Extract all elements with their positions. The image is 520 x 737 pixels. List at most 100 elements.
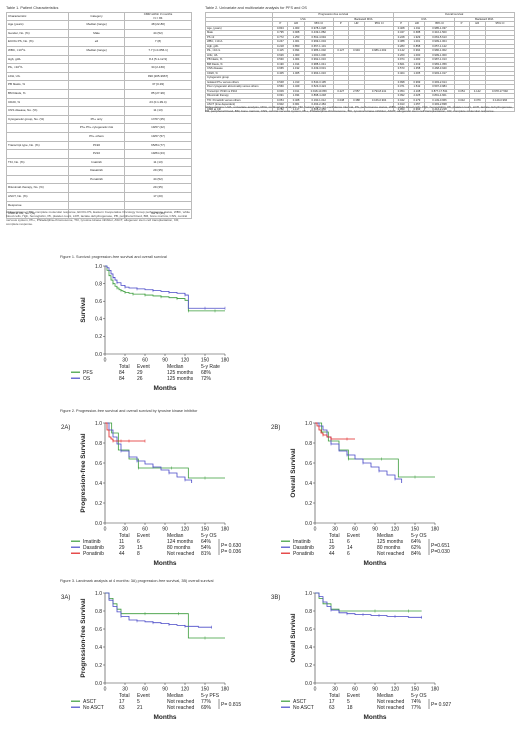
table1-row: TKI, No. (%) Imatinib 11 (13): [6, 157, 192, 168]
km-table-header: Total: [329, 693, 340, 699]
table1-cell: [68, 183, 125, 194]
km-table-cell: 17: [329, 699, 335, 705]
km-table-cell: 84: [119, 376, 125, 382]
table1-row: CNS disease, No. (%) 11 (13): [6, 106, 192, 116]
km-table-cell: 6: [347, 551, 350, 557]
series-line-ponatinib: [105, 422, 145, 442]
y-tick-label: 0.0: [305, 521, 312, 527]
km-table-cell: 11: [329, 539, 334, 545]
km-table-header: Event: [347, 693, 360, 699]
table1-cell: Ph+ others: [68, 131, 125, 142]
table2-cell: 1.117: [287, 106, 305, 112]
table1-cell: TKI, No. (%): [6, 157, 69, 168]
table1-cell: Hgb, g/dL: [6, 54, 69, 65]
y-tick-label: 0.2: [95, 501, 102, 507]
series-line-no-asct: [105, 592, 212, 628]
km-table-cell: 84%: [411, 551, 422, 557]
km-table-cell: Dasatinib: [293, 545, 314, 551]
table1-row: Hgb, g/dL 8.4 [5.1-12.9]: [6, 54, 192, 65]
x-tick-label: 30: [332, 687, 338, 693]
table1-header-line: N = 84: [153, 15, 163, 20]
x-tick-label: 60: [142, 687, 148, 693]
km-table-cell: 81%: [201, 551, 212, 557]
y-tick-label: 0.2: [305, 663, 312, 669]
table1-caption: Table 1. Patient Characteristics: [6, 6, 59, 10]
km-table-cell: 69%: [201, 705, 212, 711]
y-axis-label: Overall Survival: [290, 613, 297, 662]
km-table-header: Event: [137, 693, 150, 699]
y-tick-label: 0.8: [95, 441, 102, 447]
km-table-header: Median: [377, 693, 394, 699]
x-axis-label: Months: [363, 714, 386, 721]
y-tick-label: 0.6: [305, 627, 312, 633]
km-table-cell: 68%: [201, 370, 212, 376]
km-table-cell: 44: [119, 551, 125, 557]
y-tick-label: 1.0: [95, 591, 102, 597]
km-table-header: Total: [119, 533, 130, 539]
table1-header-line: CMR within 3 months: [143, 12, 173, 16]
series-line-asct: [105, 592, 225, 639]
table1-cell: BM blasts, %: [6, 88, 69, 99]
x-tick-label: 120: [391, 687, 400, 693]
table1-cell: 11 (13): [124, 157, 192, 168]
y-tick-label: 0.2: [305, 501, 312, 507]
p-value: P= 0.927: [431, 702, 451, 708]
table1-row: PlL, ×10⁹/L 34 [2-166]: [6, 63, 192, 73]
x-tick-label: 30: [122, 358, 128, 364]
p-value: P= 0.815: [221, 702, 241, 708]
km-table-cell: 44: [329, 551, 335, 557]
table1-row: Cytogenetic group, No. (%) Ph+ only 17/67 …: [6, 114, 192, 125]
x-tick-label: 30: [122, 687, 128, 693]
table2-row: Isolated Ph+ versus others 0.548 1.313 0.54…: [204, 79, 516, 85]
km-chart-3b: 3B) 0.0 0.2 0.4 0.6 0.8 1.0 0 30 60 90 120 150 180 Ove…: [271, 591, 451, 721]
km-table-cell: Ponatinib: [293, 551, 314, 557]
table1-cell: Dasatinib: [68, 166, 125, 176]
km-table-cell: Not reached: [167, 551, 194, 557]
table1-cell: 29 (35): [124, 166, 192, 176]
km-table-cell: 26: [137, 376, 143, 382]
table1-row: Ponatinib 44 (52): [6, 174, 192, 185]
x-tick-label: 180: [431, 527, 440, 533]
y-tick-label: 0.6: [95, 627, 102, 633]
km-table-header: 5-y PFS: [201, 693, 220, 699]
km-table-header: 5-y Rate: [201, 364, 220, 370]
y-tick-label: 0.8: [95, 281, 102, 287]
y-tick-label: 0.6: [95, 461, 102, 467]
series-line-imatinib: [105, 422, 225, 479]
panel-label: 3A): [61, 595, 70, 601]
table1-row: WBC, ×10⁹/L Median [range] 7.7 [1.0-656.1]: [6, 45, 192, 56]
y-tick-label: 0.8: [305, 609, 312, 615]
table1-cell: CNS disease, No. (%): [6, 106, 69, 116]
km-table-cell: 18: [347, 705, 353, 711]
km-table-header: Event: [137, 533, 150, 539]
y-tick-label: 0.8: [95, 609, 102, 615]
km-table-cell: 17: [119, 699, 125, 705]
panel-label: 3B): [271, 595, 280, 601]
x-tick-label: 60: [142, 358, 148, 364]
table1-cell: Cytogenetic group, No. (%): [6, 114, 69, 125]
x-tick-label: 120: [391, 527, 400, 533]
km-table-cell: Imatinib: [83, 539, 101, 545]
table1-cell: 37 [0-93]: [124, 80, 192, 90]
p-value: P= 0.036: [221, 549, 241, 555]
km-table-header: Event: [137, 364, 150, 370]
y-tick-label: 1.0: [95, 264, 102, 270]
table1-cell: [68, 88, 125, 99]
table1-cell: 19/84 (23): [124, 149, 192, 159]
table2-row: CMR at CR 0.782 1.117 0.508-2.456 0.953 0.993…: [204, 106, 516, 112]
table1-row: ASCT, No. (%) 17 (20): [6, 192, 192, 202]
table1-cell: [124, 200, 192, 211]
km-table-header: Total: [329, 533, 340, 539]
y-axis-label: Progression-free Survival: [80, 433, 87, 512]
y-tick-label: 0.6: [95, 299, 102, 305]
table1-cell: ECOG PS, No. (%): [6, 37, 69, 47]
x-tick-label: 150: [411, 527, 420, 533]
table1-cell: 17/67 (25): [124, 114, 192, 125]
y-tick-label: 1.0: [305, 591, 312, 597]
table1-cell: P210: [68, 149, 125, 159]
table1-cell: [6, 174, 69, 185]
series-line-asct: [315, 592, 422, 612]
km-table-cell: Not reached: [167, 699, 194, 705]
table1-row: Gender, No. (%) Male 44 (52): [6, 28, 192, 39]
km-table-cell: 64%: [201, 539, 212, 545]
